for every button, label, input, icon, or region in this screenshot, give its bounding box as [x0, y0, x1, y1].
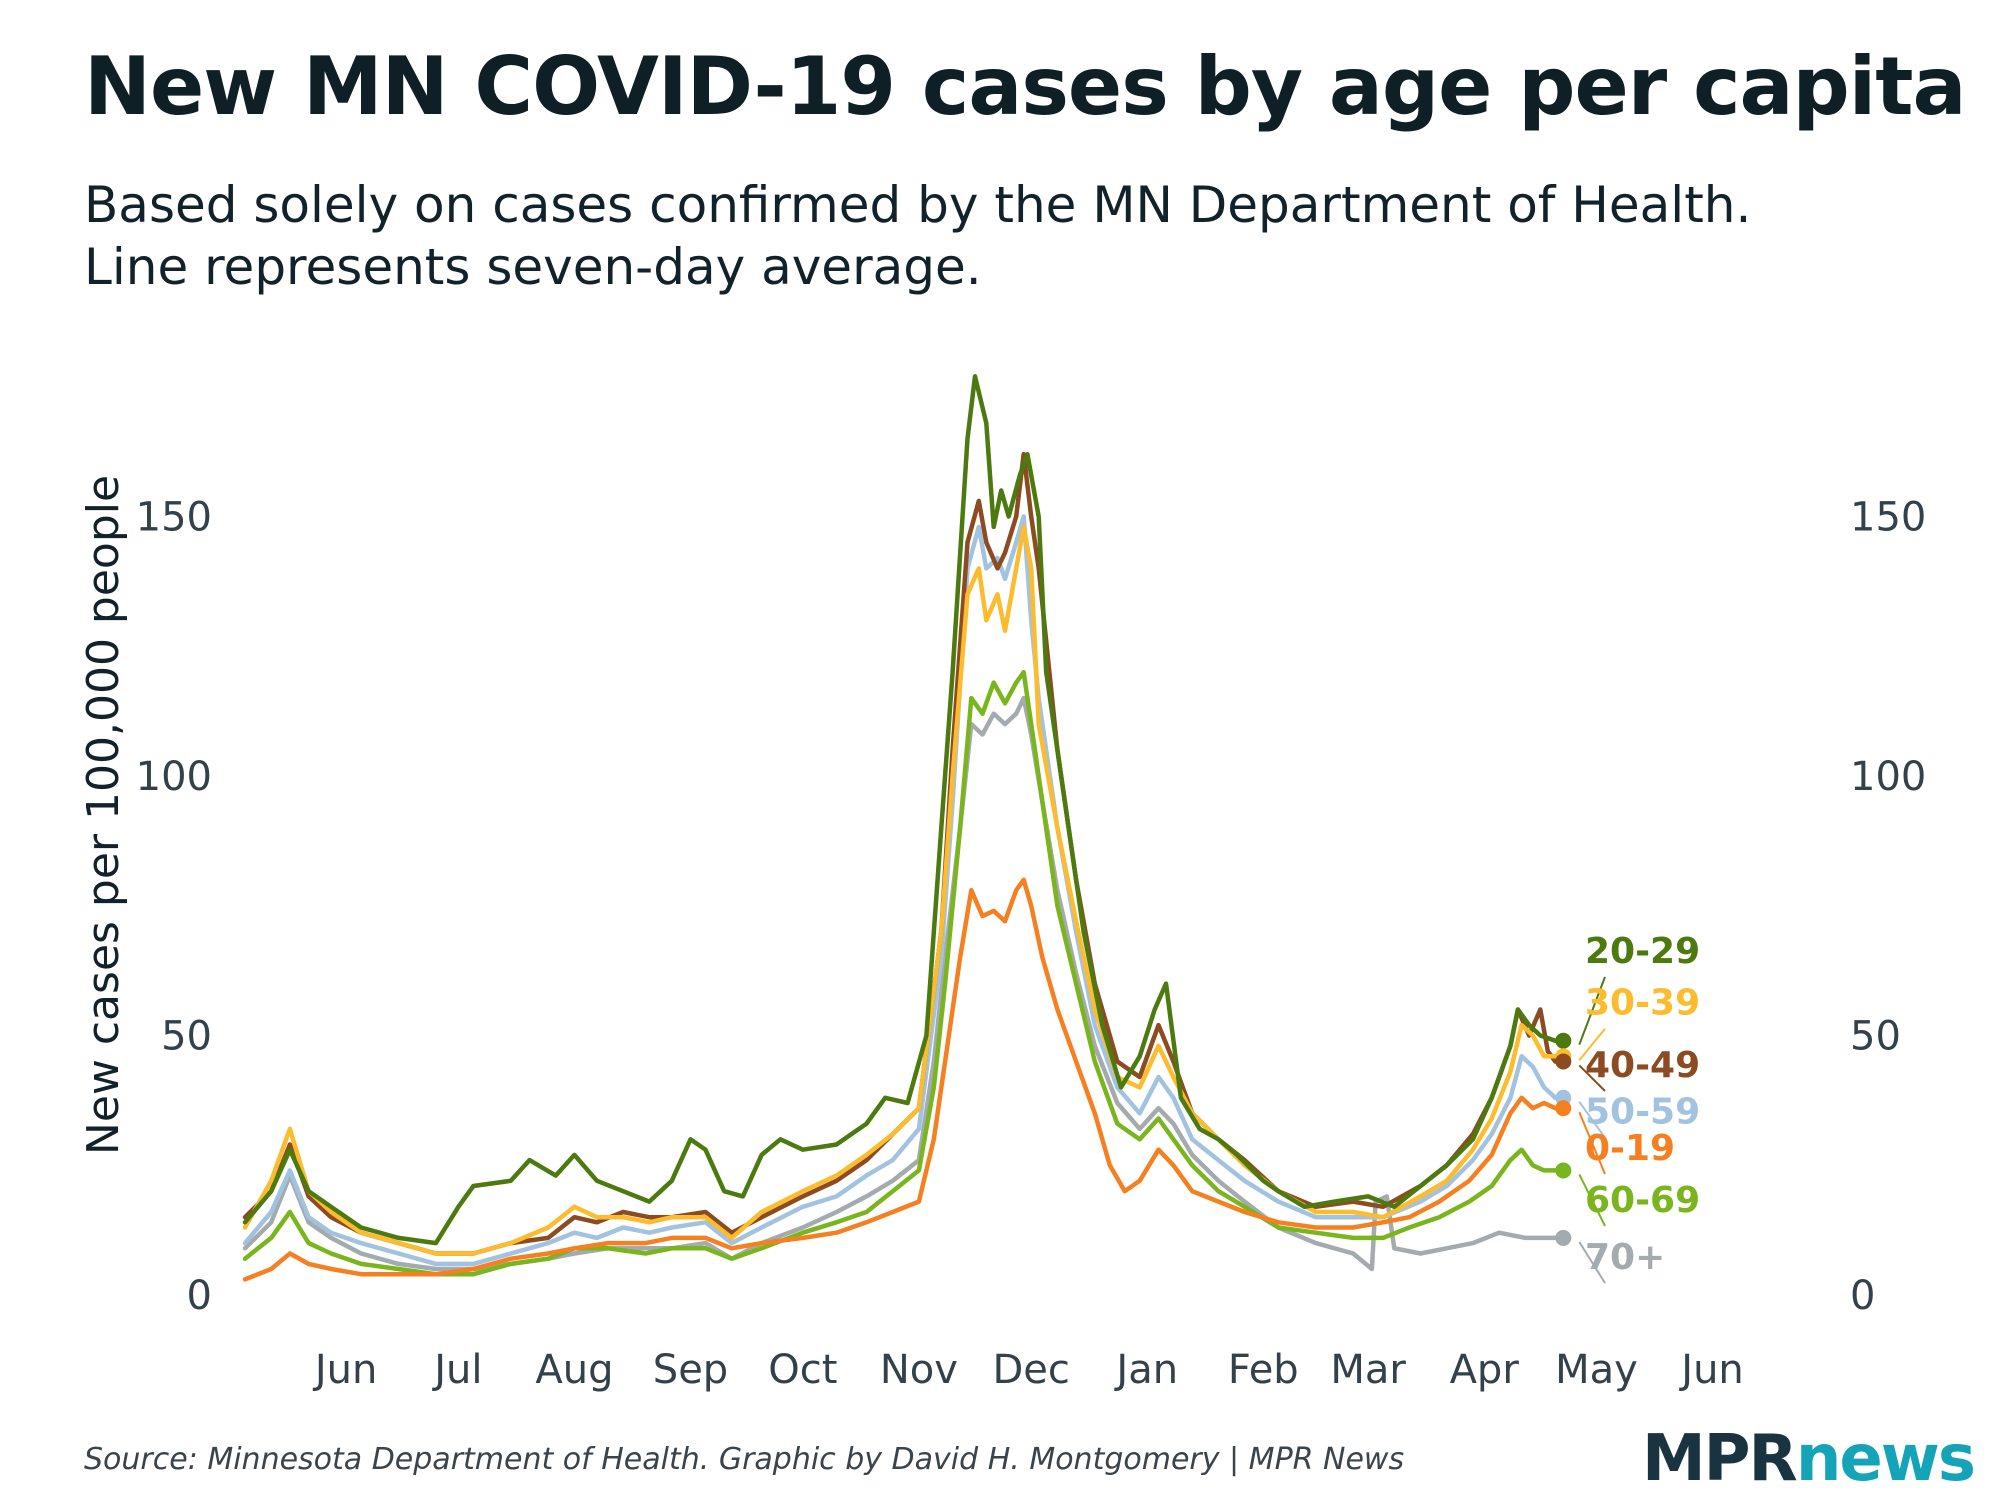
series-line-40-49	[242, 451, 1558, 1256]
series-end-70+	[1555, 1229, 1572, 1246]
y-tick-left-150: 150	[136, 495, 212, 541]
series-label-leader-30-39	[1578, 1028, 1606, 1061]
series-line-20-29	[242, 374, 1558, 1246]
x-tick-aug-2: Aug	[535, 1347, 613, 1393]
y-tick-right-150: 150	[1850, 495, 1926, 541]
x-tick-jan-7: Jan	[1113, 1347, 1178, 1393]
mpr-news-logo: MPRnews	[1641, 1422, 1976, 1496]
series-label-leader-50-59	[1578, 1101, 1606, 1139]
logo-news: news	[1795, 1422, 1976, 1496]
y-ticks-right: 0 50 100 150	[1850, 495, 1926, 1320]
x-tick-feb-8: Feb	[1228, 1347, 1299, 1393]
x-tick-apr-10: Apr	[1450, 1347, 1520, 1393]
series-end-0-19	[1555, 1100, 1572, 1117]
series-end-20-29	[1555, 1032, 1572, 1049]
line-chart: New cases per 100,000 people 0 50 100 150 0…	[78, 374, 1926, 1393]
series-label-0-19: 0-19	[1585, 1128, 1675, 1169]
series-labels: 20-29 30-39 40-49 50-590-19 60-69 70+	[1578, 931, 1700, 1284]
series-label-leader-20-29	[1578, 976, 1606, 1046]
series-label-leader-70+	[1578, 1241, 1606, 1284]
chart-subtitle: Based solely on cases confirmed by the M…	[84, 176, 1752, 296]
series-line-30-39	[242, 524, 1558, 1256]
series-line-60-69	[242, 669, 1558, 1277]
series-label-40-49: 40-49	[1585, 1045, 1700, 1086]
series-label-30-39: 30-39	[1585, 983, 1700, 1024]
series-label-leader-0-19	[1578, 1111, 1606, 1175]
y-tick-left-0: 0	[187, 1273, 212, 1319]
series-label-leader-60-69	[1578, 1173, 1606, 1227]
x-ticks: Jun Jul Aug Sep Oct Nov Dec Jan Feb Mar Apr May Jun	[312, 1347, 1744, 1393]
x-tick-dec-6: Dec	[992, 1347, 1069, 1393]
y-tick-left-100: 100	[136, 754, 212, 800]
x-tick-sep-3: Sep	[653, 1347, 728, 1393]
logo-mpr: MPR	[1641, 1422, 1798, 1496]
series-label-60-69: 60-69	[1585, 1180, 1700, 1221]
y-ticks-left: 0 50 100 150	[136, 495, 212, 1320]
y-tick-right-100: 100	[1850, 754, 1926, 800]
series-line-0-19	[242, 877, 1558, 1282]
series-end-60-69	[1555, 1162, 1572, 1179]
y-tick-right-0: 0	[1850, 1273, 1875, 1319]
series-end-markers	[1555, 1032, 1572, 1246]
series-label-20-29: 20-29	[1585, 931, 1700, 972]
series-lines	[242, 374, 1558, 1282]
x-tick-jun-12: Jun	[1678, 1347, 1744, 1393]
chart-title: New MN COVID-19 cases by age per capita	[84, 40, 1966, 133]
y-tick-right-50: 50	[1850, 1014, 1901, 1060]
series-label-70+: 70+	[1585, 1237, 1665, 1278]
y-axis-label: New cases per 100,000 people	[78, 475, 129, 1155]
series-label-50-59: 50-59	[1585, 1092, 1700, 1133]
x-tick-oct-4: Oct	[768, 1347, 837, 1393]
series-line-50-59	[242, 514, 1558, 1267]
x-tick-may-11: May	[1555, 1347, 1638, 1393]
series-end-40-49	[1555, 1053, 1572, 1070]
source-note: Source: Minnesota Department of Health. …	[84, 1442, 1405, 1477]
series-label-leader-40-49	[1578, 1064, 1606, 1092]
x-tick-jul-1: Jul	[431, 1347, 482, 1393]
x-tick-nov-5: Nov	[880, 1347, 958, 1393]
x-tick-jun-0: Jun	[312, 1347, 378, 1393]
y-tick-left-50: 50	[161, 1014, 212, 1060]
x-tick-mar-9: Mar	[1330, 1347, 1406, 1393]
